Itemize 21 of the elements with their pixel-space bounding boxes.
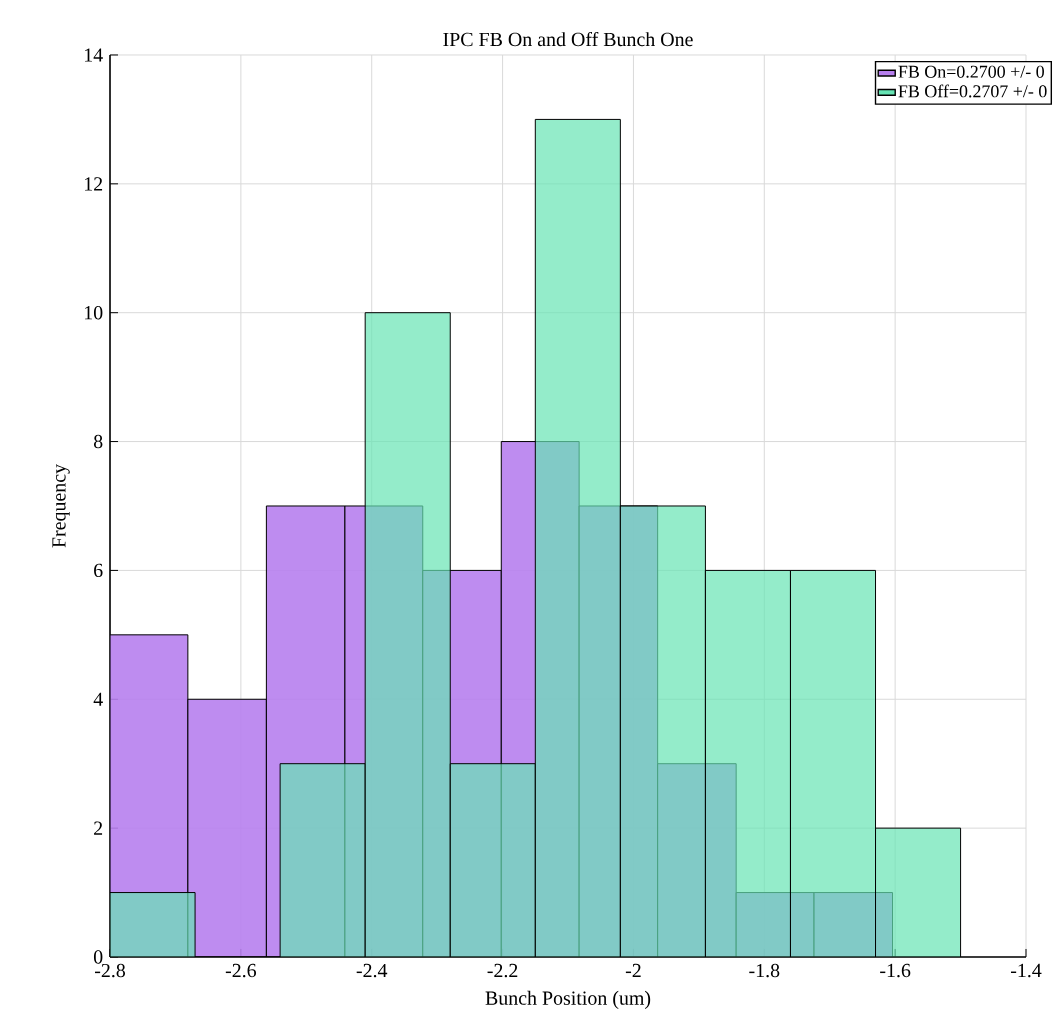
- chart-title: IPC FB On and Off Bunch One: [443, 31, 693, 47]
- y-axis-title: Frequency: [52, 464, 70, 548]
- y-tick-label: 14: [84, 48, 103, 62]
- x-tick-label: -1.4: [1010, 963, 1042, 978]
- y-tick-label: 8: [93, 434, 103, 449]
- x-tick-label: -2.4: [356, 963, 388, 978]
- y-tick-label: 6: [94, 563, 103, 578]
- legend-label: FB On=0.2700 +/- 0: [898, 65, 1044, 78]
- x-axis-title: Bunch Position (um): [485, 990, 651, 1009]
- y-tick-label: 2: [94, 821, 103, 835]
- x-tick-label: -1.8: [749, 963, 780, 978]
- y-tick-label: 12: [84, 177, 103, 191]
- y-tick-label: 10: [84, 305, 103, 320]
- legend-label: FB Off=0.2707 +/- 0: [898, 84, 1047, 98]
- y-tick-label: 4: [93, 692, 103, 706]
- x-tick-label: -2.6: [225, 963, 257, 978]
- x-tick-label: -2: [625, 963, 641, 978]
- x-tick-label: -1.6: [880, 963, 911, 978]
- x-tick-label: -2.2: [487, 963, 518, 978]
- y-tick-label: 0: [93, 950, 103, 964]
- x-tick-label: -2.8: [94, 963, 126, 978]
